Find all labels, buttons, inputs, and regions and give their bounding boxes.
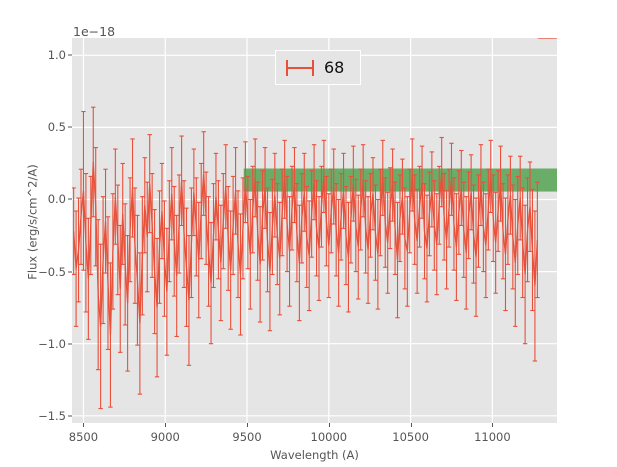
x-tick-labels: 8500 9000 9500 10000 10500 11000 xyxy=(0,430,617,450)
y-tick-mark xyxy=(68,415,72,417)
y-tick-mark xyxy=(68,126,72,128)
x-tick-mark xyxy=(165,423,167,427)
y-tick-label: 1.0 xyxy=(47,48,66,63)
y-tick-label: −1.0 xyxy=(38,336,66,351)
y-tick-label: 0.0 xyxy=(47,192,66,207)
y-axis-offset-text: 1e−18 xyxy=(73,24,116,39)
x-tick-label: 11000 xyxy=(474,430,511,444)
x-tick-label: 10000 xyxy=(310,430,348,444)
x-axis-label: Wavelength (A) xyxy=(270,448,359,462)
y-tick-mark xyxy=(68,271,72,273)
legend[interactable]: 68 xyxy=(275,50,361,85)
x-tick-mark xyxy=(83,423,85,427)
x-tick-mark xyxy=(410,423,412,427)
y-tick-labels: 1.0 0.5 0.0 −0.5 −1.0 −1.5 xyxy=(0,0,66,467)
y-axis-label: Flux (erg/s/cm^2/A) xyxy=(25,164,40,280)
x-tick-mark xyxy=(492,423,494,427)
y-tick-label: −1.5 xyxy=(38,408,66,423)
errorbar-series xyxy=(72,38,557,410)
x-tick-mark xyxy=(247,423,249,427)
x-tick-label: 8500 xyxy=(68,430,99,444)
x-tick-label: 9500 xyxy=(232,430,262,444)
x-tick-mark xyxy=(328,423,330,427)
errorbar-legend-icon xyxy=(286,59,314,76)
x-tick-label: 10500 xyxy=(392,430,429,444)
y-tick-label: 0.5 xyxy=(47,120,66,135)
y-tick-mark xyxy=(68,198,72,200)
y-tick-mark xyxy=(68,343,72,345)
y-tick-mark xyxy=(68,54,72,56)
plot-canvas xyxy=(72,38,557,423)
y-tick-label: −0.5 xyxy=(38,264,66,279)
x-tick-label: 9000 xyxy=(150,430,180,444)
legend-label: 68 xyxy=(324,57,345,77)
